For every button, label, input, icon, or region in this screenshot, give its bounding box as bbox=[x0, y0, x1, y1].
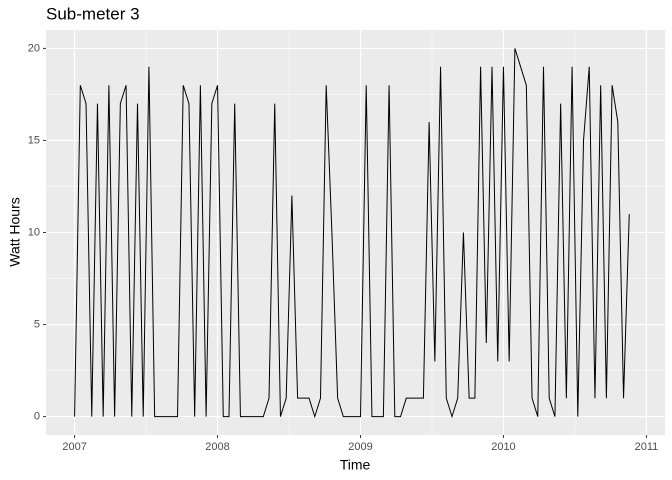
chart-title: Sub-meter 3 bbox=[46, 4, 140, 23]
y-tick-label: 0 bbox=[34, 410, 40, 422]
x-tick-label: 2009 bbox=[348, 441, 372, 453]
x-tick-label: 2008 bbox=[205, 441, 229, 453]
y-tick-label: 10 bbox=[28, 226, 40, 238]
x-tick-label: 2011 bbox=[635, 441, 659, 453]
y-tick-label: 20 bbox=[28, 42, 40, 54]
y-axis-title: Watt Hours bbox=[7, 197, 23, 267]
x-tick-label: 2010 bbox=[491, 441, 515, 453]
y-tick-label: 5 bbox=[34, 318, 40, 330]
data-line bbox=[74, 48, 630, 419]
x-axis-title: Time bbox=[340, 457, 371, 473]
x-tick-label: 2007 bbox=[62, 441, 86, 453]
y-tick-label: 15 bbox=[28, 134, 40, 146]
